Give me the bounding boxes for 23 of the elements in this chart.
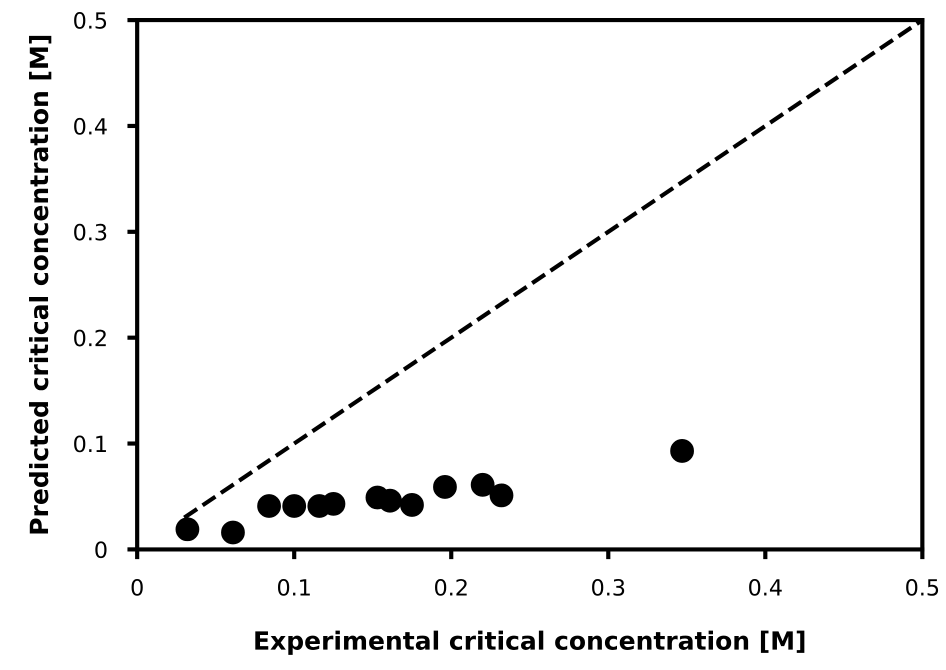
- point: [176, 517, 200, 542]
- y-axis-title: Predicted critical concentration [M]: [29, 36, 52, 534]
- y-tick-label: 0.5: [74, 12, 106, 29]
- point: [257, 494, 281, 518]
- point: [470, 472, 495, 497]
- y-tick-label: 0.4: [74, 118, 107, 135]
- x-tick-label: 0.3: [592, 578, 624, 596]
- point: [433, 475, 457, 499]
- point: [490, 484, 514, 508]
- point: [400, 493, 424, 517]
- x-tick-label: 0.4: [749, 578, 782, 596]
- y-tick-label: 0.3: [74, 224, 106, 241]
- x-tick-label: 0: [132, 578, 143, 596]
- y-tick-label: 0: [95, 541, 107, 558]
- x-tick-label: 0.1: [278, 578, 310, 596]
- x-tick-label: 0.2: [435, 578, 467, 596]
- point: [282, 494, 306, 518]
- point: [670, 439, 694, 463]
- x-axis-title: Experimental critical concentration [M]: [255, 630, 804, 655]
- y-tick-label: 0.1: [74, 435, 106, 452]
- x-tick-label: 0.5: [906, 578, 938, 596]
- point: [221, 520, 245, 544]
- y-tick-label: 0.2: [74, 330, 106, 346]
